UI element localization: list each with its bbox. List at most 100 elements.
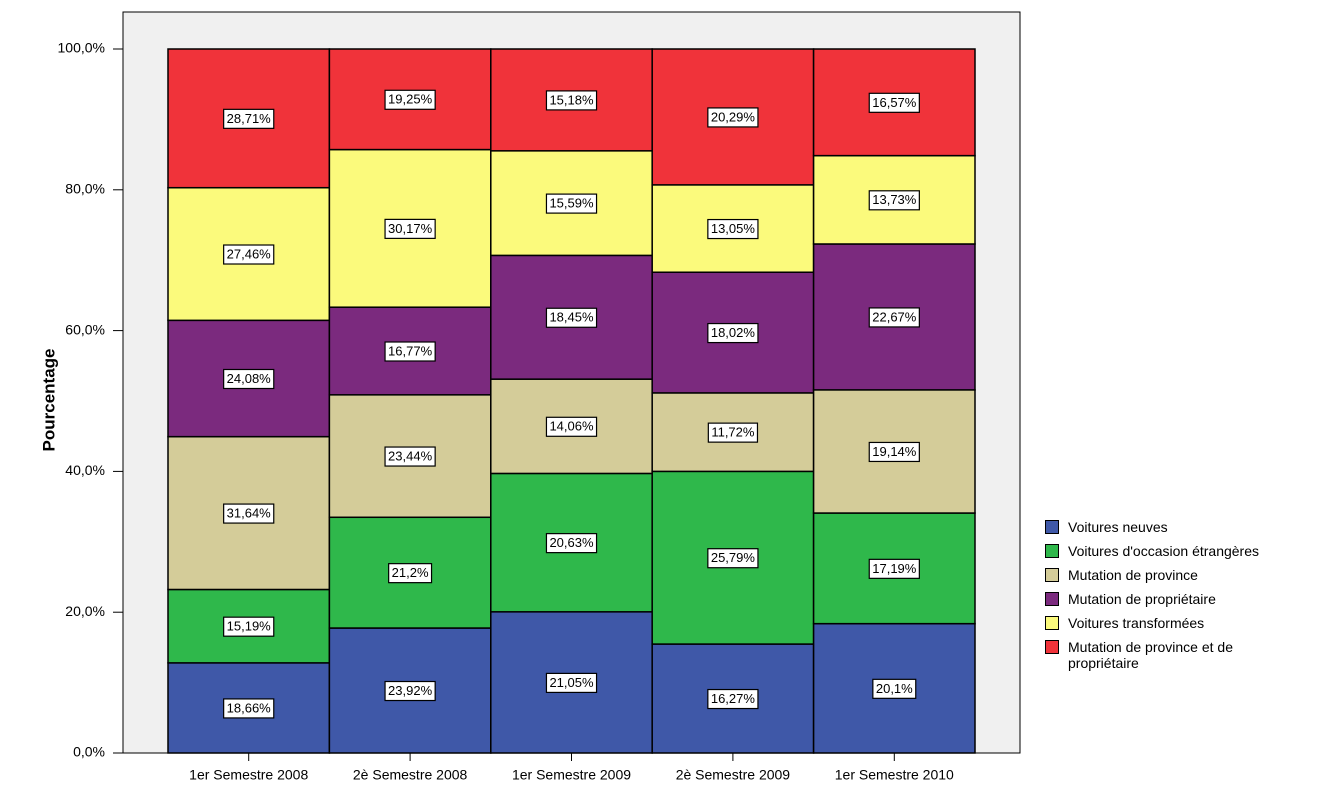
data-label-text: 11,72% — [711, 425, 755, 440]
data-label: 15,59% — [545, 193, 598, 214]
data-label-text: 16,77% — [388, 343, 433, 358]
data-label: 31,64% — [223, 503, 275, 524]
data-label-text: 19,25% — [388, 92, 433, 107]
data-label-box — [384, 89, 436, 110]
legend-swatch — [1045, 520, 1059, 534]
data-label: 28,71% — [223, 108, 275, 129]
data-label: 23,44% — [384, 446, 436, 467]
data-label: 24,08% — [223, 368, 275, 390]
y-tick-label: 0,0% — [73, 744, 105, 760]
data-label: 16,27% — [707, 688, 759, 710]
data-label-box — [384, 341, 436, 362]
y-tick-label: 40,0% — [65, 462, 105, 478]
data-label-box — [384, 680, 436, 702]
data-label-text: 20,1% — [876, 681, 913, 696]
data-label: 21,2% — [388, 563, 433, 584]
data-label-box — [545, 533, 598, 554]
data-label-box — [223, 108, 275, 129]
data-label: 25,79% — [707, 548, 759, 569]
data-label-box — [223, 503, 275, 524]
data-label-box — [707, 688, 759, 710]
data-label-box — [384, 218, 436, 239]
legend-label: Mutation de propriétaire — [1068, 591, 1216, 607]
data-label-box — [868, 190, 920, 211]
data-label-text: 17,19% — [872, 561, 917, 576]
data-label: 22,67% — [868, 307, 920, 328]
data-label-text: 21,2% — [392, 565, 429, 580]
data-label-text: 16,27% — [711, 691, 756, 706]
data-label-box — [707, 107, 759, 128]
y-tick-label: 80,0% — [65, 181, 105, 197]
data-label-text: 20,63% — [549, 535, 594, 550]
data-label: 27,46% — [223, 244, 275, 265]
data-label-text: 25,79% — [711, 550, 756, 565]
data-label-text: 13,05% — [711, 221, 756, 236]
data-label-box — [545, 307, 598, 328]
data-label-text: 24,08% — [227, 371, 272, 386]
data-label-box — [388, 563, 433, 584]
data-label: 15,18% — [545, 90, 598, 111]
data-label: 30,17% — [384, 218, 436, 239]
data-label-text: 20,29% — [711, 109, 756, 124]
data-label-box — [545, 193, 598, 214]
x-tick-label: 1er Semestre 2009 — [512, 767, 631, 783]
legend-swatch — [1045, 640, 1059, 654]
data-label-text: 18,66% — [227, 700, 272, 715]
data-label: 19,14% — [868, 441, 920, 463]
data-label-text: 23,44% — [388, 448, 433, 463]
data-label-box — [545, 672, 598, 694]
data-label-box — [223, 368, 275, 390]
legend-swatch — [1045, 616, 1059, 630]
legend-swatch — [1045, 568, 1059, 582]
legend-item: Voitures neuves — [1045, 519, 1290, 535]
x-tick-label: 1er Semestre 2010 — [835, 767, 954, 783]
x-tick-label: 1er Semestre 2008 — [189, 767, 308, 783]
data-label-text: 22,67% — [872, 309, 917, 324]
data-label: 20,1% — [872, 678, 917, 699]
legend-swatch — [1045, 592, 1059, 606]
data-label-text: 16,57% — [872, 95, 917, 110]
legend-item: Mutation de province et de propriétaire — [1045, 639, 1290, 671]
legend-label: Mutation de province — [1068, 567, 1198, 583]
data-label-text: 23,92% — [388, 683, 433, 698]
legend-label: Mutation de province et de propriétaire — [1068, 639, 1233, 671]
data-label-text: 21,05% — [549, 675, 594, 690]
legend-label: Voitures d'occasion étrangères — [1068, 543, 1260, 559]
data-label: 16,57% — [868, 92, 920, 113]
legend-label: Voitures neuves — [1068, 519, 1168, 535]
legend-item: Voitures transformées — [1045, 615, 1290, 631]
legend-item: Mutation de propriétaire — [1045, 591, 1290, 607]
legend-label: Voitures transformées — [1068, 615, 1205, 631]
data-label: 17,19% — [868, 558, 920, 579]
data-label-text: 18,02% — [711, 325, 756, 340]
data-label-box — [384, 446, 436, 467]
legend-item: Mutation de province — [1045, 567, 1290, 583]
x-tick-label: 2è Semestre 2009 — [676, 767, 791, 783]
data-label-text: 15,19% — [227, 619, 272, 634]
data-label: 18,02% — [707, 322, 759, 344]
bar-segment — [328, 148, 492, 308]
data-label-box — [545, 416, 598, 437]
data-label-box — [868, 558, 920, 579]
data-label-text: 31,64% — [227, 506, 272, 521]
data-label: 23,92% — [384, 680, 436, 702]
data-label-box — [223, 244, 275, 265]
data-label-box — [223, 616, 275, 637]
data-label-text: 19,14% — [872, 444, 917, 459]
data-label: 14,06% — [545, 416, 598, 437]
data-label: 18,66% — [223, 698, 275, 719]
legend-item: Voitures d'occasion étrangères — [1045, 543, 1290, 559]
data-label: 11,72% — [707, 422, 759, 443]
y-axis-title: Pourcentage — [39, 349, 58, 452]
data-label: 21,05% — [545, 672, 598, 694]
data-label-box — [223, 698, 275, 719]
data-label-text: 28,71% — [227, 111, 272, 126]
data-label: 15,19% — [223, 616, 275, 637]
data-label-box — [707, 218, 759, 240]
data-label-box — [868, 307, 920, 328]
y-tick-label: 60,0% — [65, 321, 105, 337]
data-label-box — [707, 322, 759, 344]
data-label-text: 14,06% — [549, 419, 594, 434]
data-label-box — [868, 441, 920, 463]
